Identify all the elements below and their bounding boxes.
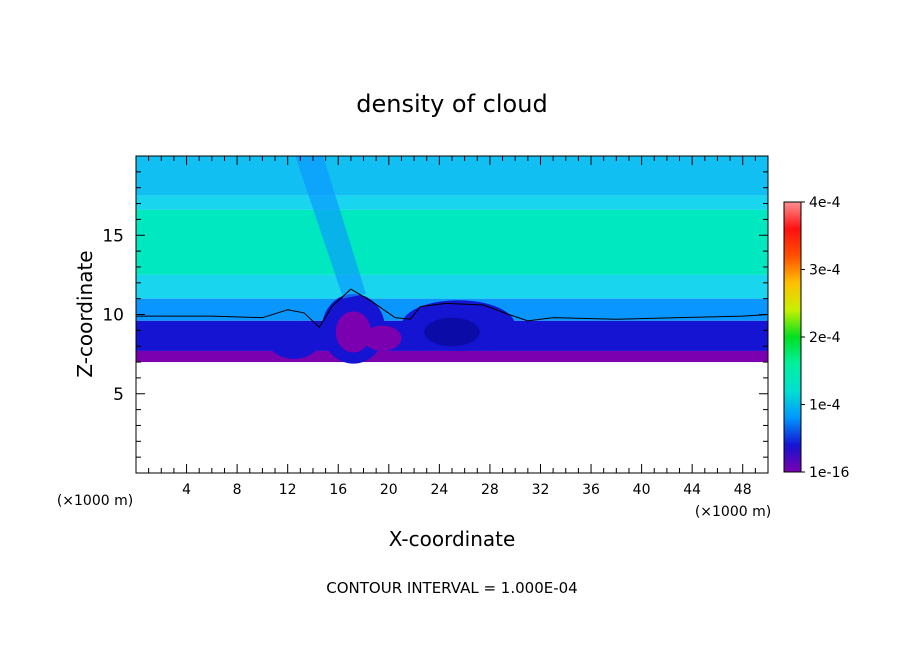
colorbar-label: 1e-16 — [809, 465, 849, 481]
x-tick-label: 20 — [380, 482, 398, 498]
x-tick-label: 16 — [329, 482, 347, 498]
contour-interval-note: CONTOUR INTERVAL = 1.000E-04 — [326, 579, 577, 597]
storm-cell-19km — [363, 325, 402, 351]
x-tick-label: 48 — [734, 482, 752, 498]
colorbar-label: 3e-4 — [809, 263, 841, 279]
storm-core-25km — [424, 317, 480, 347]
cloud-layer-core — [136, 209, 768, 275]
x-tick-label: 4 — [182, 482, 191, 498]
x-unit-right: (×1000 m) — [695, 504, 771, 520]
x-tick-label: 28 — [481, 482, 499, 498]
x-tick-label: 24 — [430, 482, 448, 498]
anvil-plume — [295, 156, 367, 299]
colorbar-label: 4e-4 — [809, 195, 841, 211]
x-axis-label: X-coordinate — [389, 527, 516, 551]
x-tick-label: 32 — [532, 482, 550, 498]
storm-core-17km — [335, 311, 372, 353]
x-tick-label: 44 — [683, 482, 701, 498]
y-tick-label: 10 — [102, 306, 124, 326]
x-axis: 4 8 12 16 20 24 28 32 36 40 44 48 — [148, 156, 756, 498]
x-tick-label: 12 — [279, 482, 297, 498]
colorbar-label: 1e-4 — [809, 398, 841, 414]
y-axis: 5 10 15 — [102, 171, 768, 458]
cloud-layer-base — [136, 350, 768, 363]
cloud-layer-lower — [136, 274, 768, 299]
chart-title: density of cloud — [356, 90, 547, 118]
y-tick-label: 15 — [102, 226, 124, 246]
x-tick-label: 8 — [233, 482, 242, 498]
cloud-layer-upper — [136, 195, 768, 210]
x-unit-left: (×1000 m) — [57, 493, 133, 509]
y-tick-label: 5 — [113, 385, 124, 405]
x-tick-label: 40 — [633, 482, 651, 498]
cloud-top-contour — [136, 288, 769, 328]
colorbar-label: 2e-4 — [809, 330, 841, 346]
colorbar: 1e-16 1e-4 2e-4 3e-4 4e-4 — [783, 195, 849, 481]
colorbar-bar — [783, 201, 802, 473]
y-axis-label: Z-coordinate — [73, 250, 97, 377]
cloud-layer-top — [136, 156, 768, 196]
plot-area — [135, 155, 769, 474]
storm-cell-12km — [268, 324, 320, 359]
x-tick-label: 36 — [582, 482, 600, 498]
